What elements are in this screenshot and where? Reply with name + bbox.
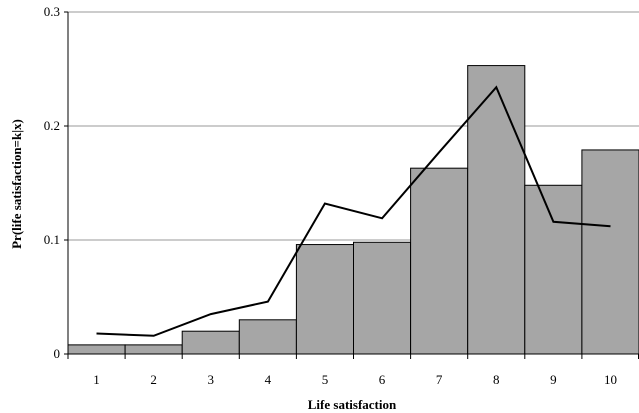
y-tick-label: 0 [54, 346, 61, 361]
x-tick-label: 1 [93, 372, 100, 387]
y-tick-label: 0.3 [44, 4, 60, 19]
x-tick-label: 4 [265, 372, 272, 387]
x-tick-label: 7 [436, 372, 443, 387]
bar [295, 244, 354, 355]
bar [524, 184, 583, 355]
x-tick-label: 5 [322, 372, 329, 387]
bar [67, 344, 126, 355]
y-axis-title: Pr(life satisfaction=k|x) [9, 119, 24, 249]
x-tick-label: 2 [150, 372, 157, 387]
bar [353, 241, 412, 355]
y-tick-labels: 0 0.1 0.2 0.3 [44, 4, 60, 361]
bar [181, 330, 240, 355]
bar-series [67, 65, 639, 355]
line-series [96, 85, 611, 337]
y-tick-label: 0.2 [44, 118, 60, 133]
y-tick-label: 0.1 [44, 232, 60, 247]
x-axis-title: Life satisfaction [308, 397, 397, 412]
x-tick-label: 8 [493, 372, 500, 387]
x-tick-label: 10 [604, 372, 617, 387]
bar [467, 65, 526, 355]
bar [124, 344, 183, 355]
x-tick-labels: 1 2 3 4 5 6 7 8 9 10 [93, 372, 617, 387]
line-series-path [96, 85, 611, 337]
x-tick-label: 6 [379, 372, 386, 387]
bar [581, 149, 639, 355]
x-tick-label: 3 [208, 372, 215, 387]
bar [410, 167, 469, 355]
x-tick-label: 9 [550, 372, 557, 387]
axes [64, 11, 639, 359]
bar [238, 319, 297, 355]
